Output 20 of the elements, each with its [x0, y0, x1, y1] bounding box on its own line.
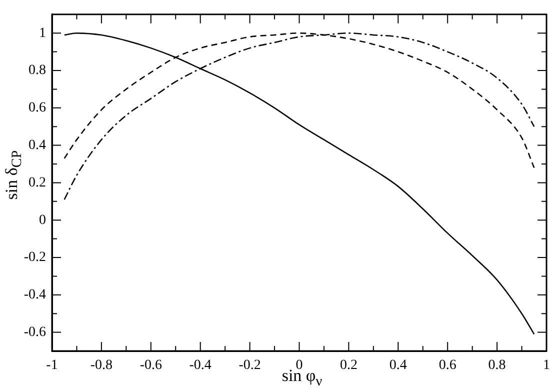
- x-tick-label: 1: [543, 358, 550, 374]
- y-tick-label: 1: [39, 26, 46, 41]
- x-tick-label: 0.8: [488, 358, 506, 374]
- x-tick-label: -0.2: [238, 358, 261, 374]
- y-tick-label: 0: [39, 212, 46, 228]
- y-tick-label: 0.6: [28, 100, 46, 116]
- x-tick-label: -0.6: [140, 358, 162, 374]
- x-tick-label: 0.6: [438, 358, 456, 374]
- y-tick-label: 0.8: [28, 63, 46, 78]
- y-tick-label: -0.2: [24, 250, 46, 266]
- y-tick-label: -0.4: [24, 288, 46, 303]
- line-series: [64, 32, 535, 335]
- x-tick-label: -1: [46, 358, 58, 374]
- x-tick-label: -0.8: [90, 358, 113, 374]
- y-tick-label: 0.4: [28, 138, 46, 153]
- x-tick-label: -0.4: [189, 358, 212, 374]
- x-tick-label: 0.2: [340, 358, 358, 374]
- x-tick-label: 0.4: [389, 358, 407, 374]
- y-tick-label: -0.6: [24, 324, 46, 340]
- y-tick-label: 0.2: [28, 175, 46, 190]
